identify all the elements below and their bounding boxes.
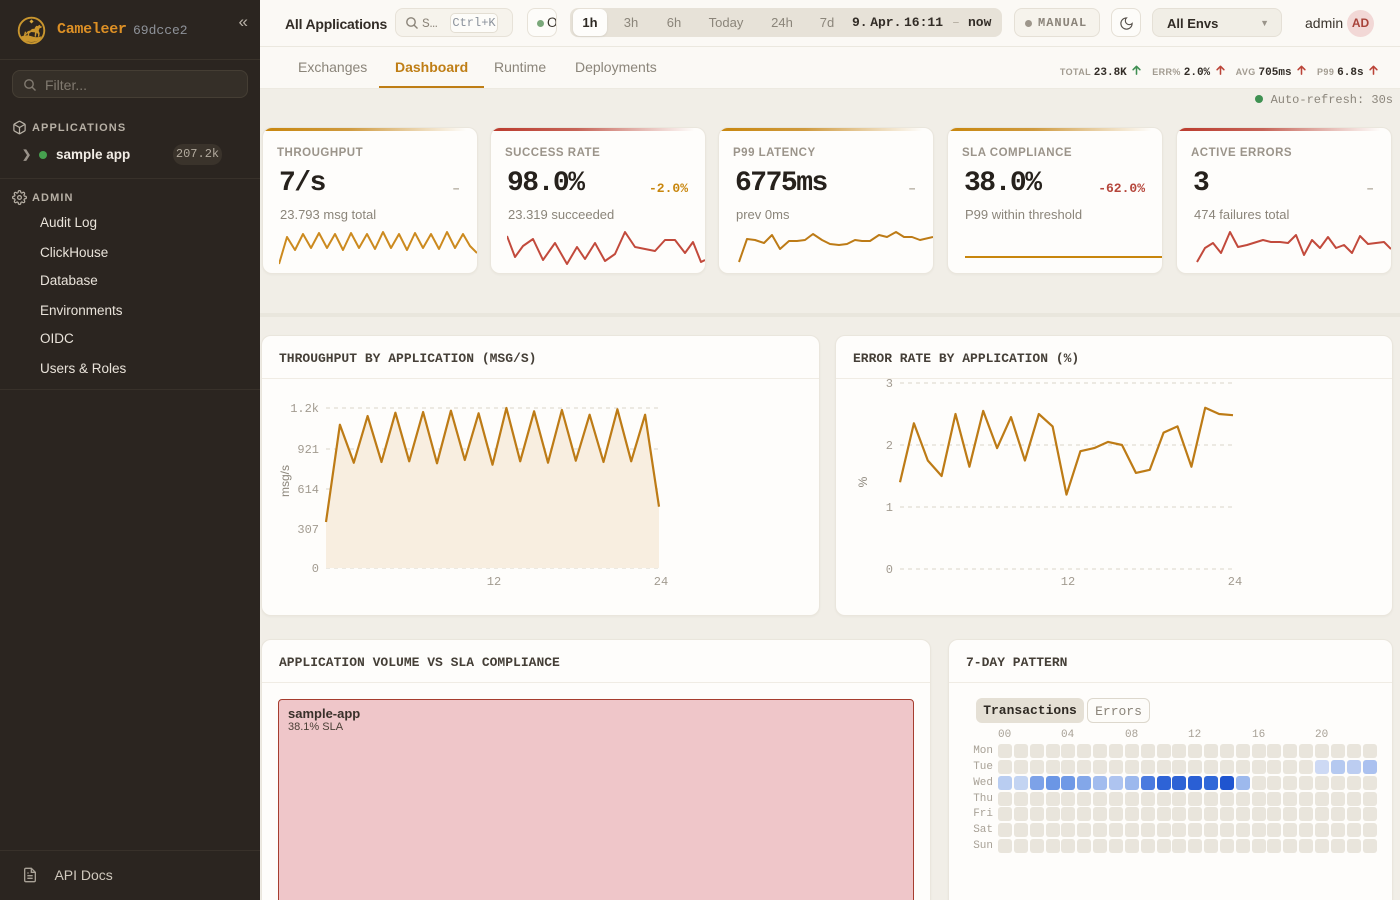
- svg-text:1.2k: 1.2k: [290, 402, 319, 416]
- svg-text:614: 614: [297, 483, 319, 497]
- svg-text:msg/s: msg/s: [278, 465, 292, 497]
- svg-text:12: 12: [1061, 575, 1075, 589]
- svg-text:307: 307: [297, 523, 319, 537]
- svg-text:0: 0: [312, 562, 319, 576]
- svg-text:2: 2: [886, 439, 893, 453]
- svg-text:3: 3: [886, 377, 893, 391]
- svg-text:12: 12: [487, 575, 501, 589]
- svg-text:24: 24: [654, 575, 668, 589]
- svg-text:1: 1: [886, 501, 893, 515]
- svg-text:%: %: [856, 476, 870, 487]
- svg-text:0: 0: [886, 563, 893, 577]
- svg-text:921: 921: [297, 443, 319, 457]
- svg-text:24: 24: [1228, 575, 1242, 589]
